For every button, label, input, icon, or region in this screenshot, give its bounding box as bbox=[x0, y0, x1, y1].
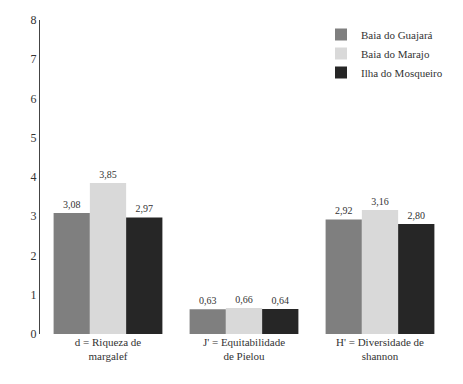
svg-text:3,16: 3,16 bbox=[371, 196, 389, 207]
svg-text:0: 0 bbox=[31, 327, 37, 341]
svg-text:d = Riqueza demargalef: d = Riqueza demargalef bbox=[75, 336, 141, 362]
svg-text:6: 6 bbox=[31, 92, 37, 106]
svg-text:2,92: 2,92 bbox=[335, 205, 353, 216]
svg-text:2,97: 2,97 bbox=[136, 203, 154, 214]
svg-text:7: 7 bbox=[31, 52, 37, 66]
svg-text:2,80: 2,80 bbox=[408, 210, 426, 221]
svg-text:H' = Diversidade deshannon: H' = Diversidade deshannon bbox=[336, 336, 424, 362]
svg-text:0,66: 0,66 bbox=[235, 294, 253, 305]
svg-text:3,85: 3,85 bbox=[99, 169, 117, 180]
svg-text:J' = Equitabilidadede Pielou: J' = Equitabilidadede Pielou bbox=[203, 336, 285, 362]
svg-text:4: 4 bbox=[31, 170, 37, 184]
svg-text:Baia do Marajo: Baia do Marajo bbox=[361, 48, 430, 60]
svg-text:1: 1 bbox=[31, 288, 37, 302]
svg-text:5: 5 bbox=[31, 131, 37, 145]
svg-text:0,63: 0,63 bbox=[199, 295, 217, 306]
svg-text:Ilha do Mosqueiro: Ilha do Mosqueiro bbox=[361, 67, 443, 79]
svg-text:3,08: 3,08 bbox=[63, 199, 81, 210]
svg-text:Baia do Guajará: Baia do Guajará bbox=[361, 29, 433, 41]
svg-text:8: 8 bbox=[31, 13, 37, 27]
svg-text:3: 3 bbox=[31, 209, 37, 223]
svg-text:0,64: 0,64 bbox=[272, 295, 290, 306]
svg-text:2: 2 bbox=[31, 249, 37, 263]
